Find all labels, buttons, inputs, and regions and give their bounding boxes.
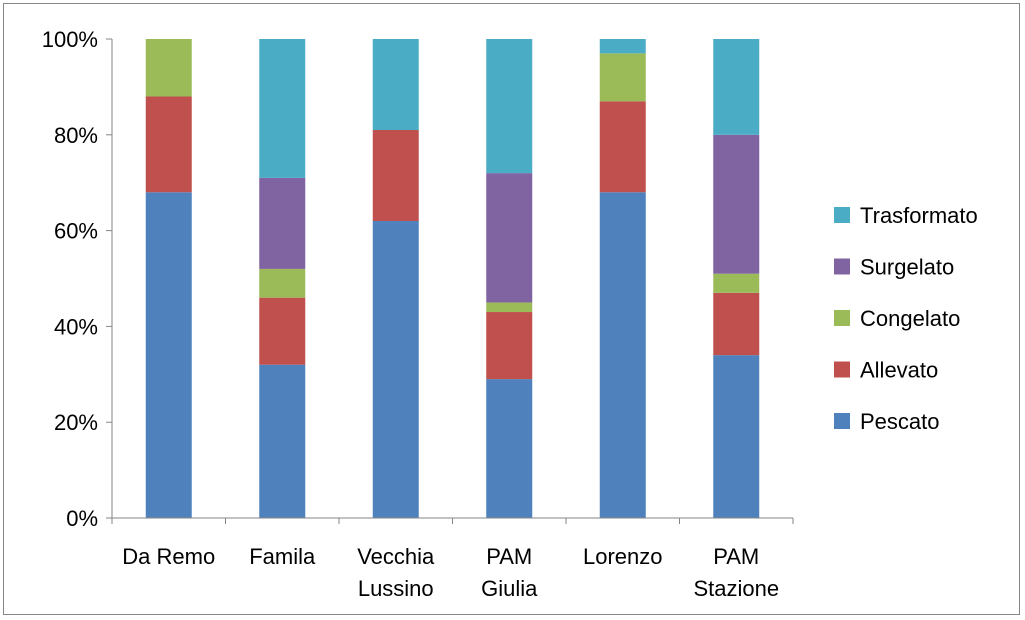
- legend-label-pescato: Pescato: [860, 409, 940, 434]
- y-tick-label: 0%: [66, 506, 98, 531]
- bar-allevato-0: [145, 96, 192, 193]
- bar-allevato-4: [599, 101, 646, 193]
- x-tick-label: Famila: [249, 544, 316, 569]
- bar-trasformato-5: [713, 39, 760, 135]
- bar-allevato-5: [713, 292, 760, 356]
- bar-trasformato-2: [372, 39, 419, 131]
- bar-allevato-1: [259, 297, 306, 365]
- x-tick-labels: Da Remo Famila Vecchia Lussino PAM Giulia Lore…: [122, 544, 779, 601]
- bar-congelato-5: [713, 273, 760, 293]
- y-tick-label: 20%: [54, 410, 98, 435]
- y-tick-label: 80%: [54, 123, 98, 148]
- bar-surgelato-3: [486, 173, 533, 303]
- y-tick-labels: 0% 20% 40% 60% 80% 100%: [42, 27, 98, 531]
- axes-group: [106, 38, 794, 524]
- legend: Trasformato Surgelato Congelato Allevato Pes…: [834, 203, 978, 434]
- bar-allevato-3: [486, 312, 533, 380]
- legend-label-allevato: Allevato: [860, 358, 938, 383]
- bar-congelato-3: [486, 302, 533, 313]
- legend-swatch-pescato: [834, 413, 850, 429]
- x-tick-label: PAM Giulia: [481, 544, 538, 601]
- x-tick-label: Vecchia Lussino: [357, 544, 435, 601]
- bars-group: [145, 39, 760, 518]
- bar-congelato-1: [259, 268, 306, 298]
- x-tick-label: Da Remo: [122, 544, 215, 569]
- y-tick-label: 100%: [42, 27, 98, 52]
- bar-pescato-5: [713, 355, 760, 518]
- x-tick-label: PAM Stazione: [693, 544, 779, 601]
- bar-congelato-0: [145, 39, 192, 97]
- bar-trasformato-3: [486, 39, 533, 174]
- bar-allevato-2: [372, 130, 419, 222]
- bar-pescato-4: [599, 192, 646, 518]
- bar-pescato-0: [145, 192, 192, 518]
- bar-surgelato-1: [259, 177, 306, 269]
- y-tick-label: 60%: [54, 219, 98, 244]
- legend-label-surgelato: Surgelato: [860, 255, 954, 280]
- bar-trasformato-4: [599, 39, 646, 54]
- y-tick-label: 40%: [54, 314, 98, 339]
- legend-swatch-allevato: [834, 361, 850, 378]
- bar-surgelato-5: [713, 134, 760, 274]
- legend-label-congelato: Congelato: [860, 306, 960, 331]
- bar-congelato-4: [599, 53, 646, 102]
- legend-label-trasformato: Trasformato: [860, 203, 978, 228]
- bar-pescato-2: [372, 221, 419, 518]
- bar-pescato-1: [259, 364, 306, 518]
- legend-swatch-trasformato: [834, 207, 850, 223]
- legend-swatch-congelato: [834, 310, 850, 326]
- legend-swatch-surgelato: [834, 258, 850, 275]
- x-tick-label: Lorenzo: [583, 544, 663, 569]
- bar-trasformato-1: [259, 39, 306, 178]
- bar-pescato-3: [486, 379, 533, 518]
